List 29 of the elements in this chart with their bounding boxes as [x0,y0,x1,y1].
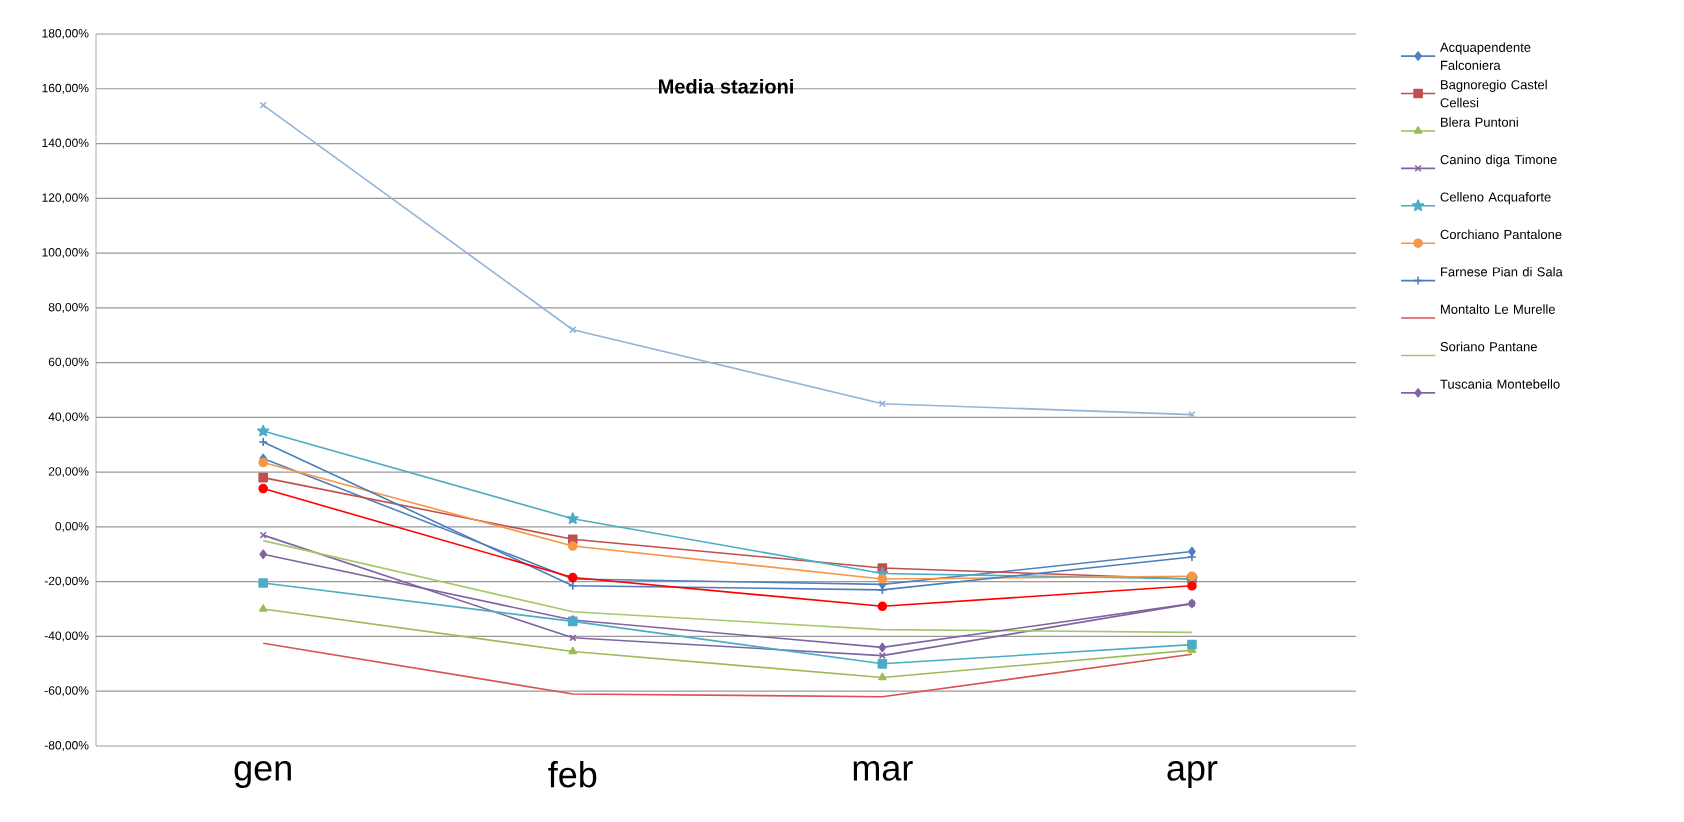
legend-label: Blera Puntoni [1441,117,1518,127]
y-tick-label: -80,00% [44,741,89,751]
y-tick-label: 60,00% [48,357,89,368]
y-tick-label: 100,00% [42,248,89,259]
y-tick-label: 80,00% [48,302,89,313]
legend-label: Soriano Pantane [1440,341,1537,352]
x-tick-label: apr [1167,761,1218,788]
legend-label: Corchiano Pantalone [1440,229,1562,240]
x-tick-label: mar [853,761,913,781]
y-tick-label: 40,00% [48,412,89,423]
y-tick-label: 160,00% [42,83,89,94]
y-tick-label: -20,00% [44,576,89,587]
x-tick-label: feb [548,761,597,788]
legend-label: Celleno Acquaforte [1440,192,1551,205]
y-tick-label: 120,00% [42,193,89,204]
x-tick-label: gen [234,761,291,788]
text: Media stazioni [659,78,793,94]
y-tick-label: 180,00% [42,29,89,39]
y-tick-label: -60,00% [44,686,89,697]
y-tick-label: 0,00% [55,521,89,532]
y-tick-label: -40,00% [44,631,89,642]
legend-label: Tuscania Montebello [1440,379,1560,389]
y-tick-label: 140,00% [42,138,89,149]
legend-label: Acquapendente Falconiera [1439,42,1531,70]
legend-label: Farnese Pian di Sala [1441,266,1563,277]
legend-label: Montalto Le Murelle [1441,304,1555,314]
legend-label: Bagnoregio Castel Cellesi [1440,79,1547,108]
legend-label: Canino diga Timone [1440,154,1557,167]
y-tick-label: 20,00% [48,467,89,478]
